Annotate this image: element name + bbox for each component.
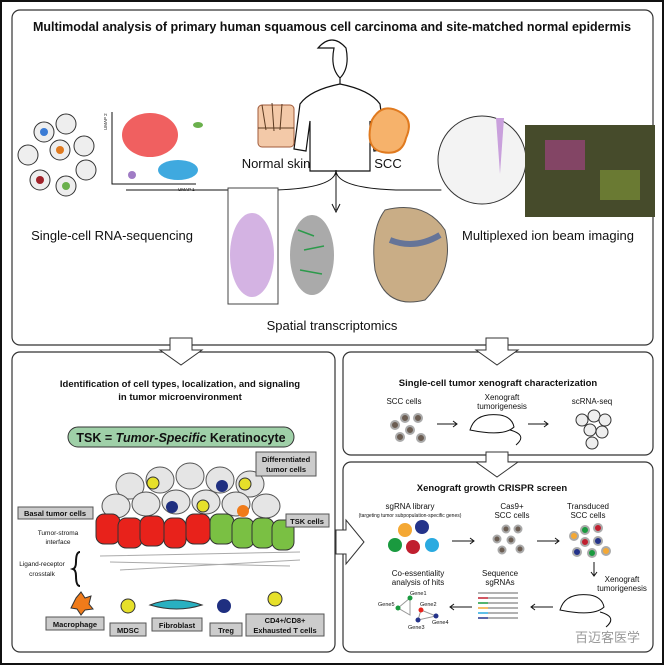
interface-label-2: interface	[46, 539, 71, 546]
normal-skin-icon	[257, 104, 295, 148]
mibi-label: Multiplexed ion beam imaging	[462, 228, 634, 243]
sequence-label-2: sgRNAs	[485, 578, 514, 587]
mibi-schematic	[437, 115, 527, 205]
crispr-panel: Xenograft growth CRISPR screen sgRNA lib…	[335, 451, 654, 653]
crispr-xeno-label-1: Xenograft	[605, 575, 640, 584]
xeno-tumor-label-1: Xenograft	[485, 393, 520, 402]
treg-icon	[217, 599, 231, 613]
treg-label: Treg	[218, 626, 234, 635]
human-body-icon	[293, 39, 387, 172]
xeno-scrna-label: scRNA-seq	[572, 397, 612, 406]
umap2-label: UMAP 2	[103, 113, 108, 130]
differentiated-label-box	[255, 451, 317, 477]
tsk-suffix: Keratinocyte	[206, 431, 285, 445]
scc-cells-icon	[390, 413, 426, 443]
crosstalk-label-2: crosstalk	[29, 571, 55, 578]
mouse-icon	[559, 594, 612, 628]
sequence-label-1: Sequence	[482, 569, 519, 578]
gene5-label: Gene5	[378, 602, 395, 608]
umap-plot: UMAP 1 UMAP 2	[103, 112, 203, 192]
tcells-label-1: CD4+/CD8+	[265, 616, 306, 625]
spatial-label: Spatial transcriptomics	[267, 318, 398, 333]
left-panel: Identification of cell types, localizati…	[11, 337, 336, 653]
t-cell-icon	[267, 591, 283, 607]
interface-label-1: Tumor-stroma	[38, 530, 79, 537]
scc-label: SCC	[374, 156, 401, 171]
gene-network: Gene1 Gene2 Gene3 Gene4 Gene5	[378, 591, 449, 631]
tsk-definition: TSK = Tumor-Specific Keratinocyte	[76, 431, 285, 445]
scc-tumor-icon	[368, 107, 410, 154]
macrophage-label: Macrophage	[53, 620, 97, 629]
tsk-italic: Tumor-Specific	[116, 431, 207, 445]
spatial-spot-zoom	[290, 215, 334, 295]
top-panel: Multimodal analysis of primary human squ…	[11, 9, 655, 346]
mdsc-icon	[120, 598, 136, 614]
transduced-label-2: SCC cells	[570, 511, 605, 520]
tsk-banner	[67, 426, 295, 448]
xeno-title: Single-cell tumor xenograft characteriza…	[399, 378, 598, 389]
arrow-down-icon	[474, 451, 520, 478]
crosstalk-label-1: Ligand-receptor	[19, 561, 65, 568]
umap1-label: UMAP 1	[178, 187, 195, 192]
left-title-1: Identification of cell types, localizati…	[60, 379, 300, 390]
basal-label: Basal tumor cells	[24, 509, 86, 518]
coess-label-2: analysis of hits	[392, 578, 444, 587]
gene3-label: Gene3	[408, 625, 425, 631]
scrna-cells-icon	[575, 409, 612, 450]
stroma-fibers	[99, 551, 301, 571]
watermark: 百迈客医学	[575, 630, 640, 645]
tsk-cells-label: TSK cells	[290, 517, 324, 526]
arrow-down-icon	[474, 337, 520, 366]
basal-tumor-cells	[95, 513, 211, 549]
macrophage-icon	[70, 591, 94, 616]
normal-skin-label: Normal skin	[242, 156, 311, 171]
spatial-tissue-map	[373, 207, 448, 303]
xenograft-panel: Single-cell tumor xenograft characteriza…	[342, 337, 654, 456]
mouse-icon	[469, 414, 522, 446]
cas9-label-1: Cas9+	[500, 502, 524, 511]
gene4-label: Gene4	[432, 620, 449, 626]
differentiated-label-1: Differentiated	[262, 455, 311, 464]
differentiated-label-2: tumor cells	[266, 465, 306, 474]
transduced-label-1: Transduced	[567, 502, 609, 511]
brace	[69, 551, 81, 587]
differentiated-cells	[101, 462, 281, 519]
xeno-scc-label: SCC cells	[386, 397, 421, 406]
arrow-right-icon	[335, 518, 365, 566]
tsk-prefix: TSK =	[76, 431, 115, 445]
sgrna-library-icon	[388, 520, 439, 554]
sgrna-reads-icon	[478, 592, 518, 619]
xeno-tumor-label-2: tumorigenesis	[477, 402, 527, 411]
single-cell-circles	[17, 113, 97, 197]
library-label: sgRNA library	[386, 502, 435, 511]
transduced-cells-icon	[569, 523, 611, 558]
cas9-cells-icon	[492, 524, 525, 555]
crispr-title: Xenograft growth CRISPR screen	[417, 483, 568, 494]
fibroblast-icon	[148, 599, 204, 610]
crispr-xeno-label-2: tumorigenesis	[597, 584, 647, 593]
tsk-cells-label-box	[285, 513, 330, 528]
arrow-down-icon	[158, 337, 204, 366]
gene2-label: Gene2	[420, 602, 437, 608]
library-sub-label: (targeting tumor subpopulation-specific …	[359, 513, 462, 519]
top-title: Multimodal analysis of primary human squ…	[33, 20, 631, 34]
basal-label-box	[17, 506, 94, 520]
tcells-label-2: Exhausted T cells	[253, 626, 316, 635]
mdsc-label: MDSC	[117, 626, 140, 635]
fibroblast-label: Fibroblast	[159, 621, 196, 630]
coess-label-1: Co-essentiality	[392, 569, 444, 578]
cas9-label-2: SCC cells	[494, 511, 529, 520]
left-title-2: in tumor microenvironment	[118, 392, 242, 403]
scrna-label: Single-cell RNA-sequencing	[31, 228, 193, 243]
gene1-label: Gene1	[410, 591, 427, 597]
